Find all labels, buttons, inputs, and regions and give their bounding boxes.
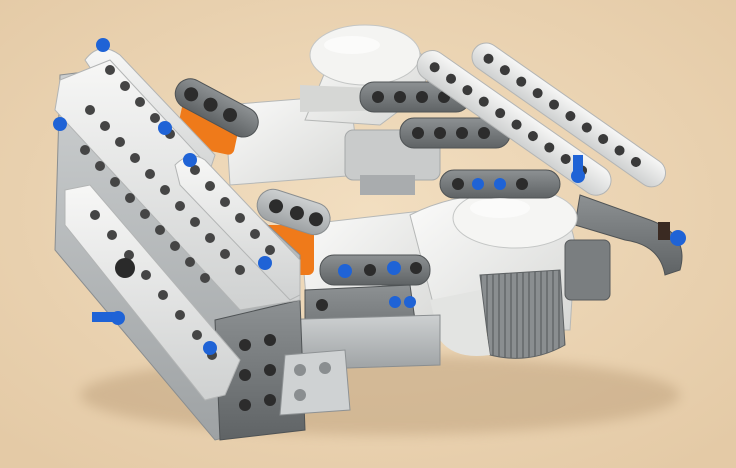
- blue-pin-right: [670, 230, 686, 246]
- dark-beam-front-row: [319, 169, 561, 286]
- blue-pin-center: [571, 169, 585, 183]
- motor-ribbed-sleeve: [479, 269, 566, 359]
- blue-pins-left: [53, 38, 416, 355]
- light-l-connector: [279, 349, 351, 416]
- motor-hub-cap: [309, 24, 421, 86]
- white-beam-top-right-2: [471, 42, 666, 188]
- light-beam-front-middle: [256, 188, 331, 236]
- white-beam-holes: [80, 65, 275, 283]
- motor-highlight: [470, 198, 530, 218]
- dark-beam-rear-right: [359, 81, 511, 149]
- black-gear-hub: [115, 258, 135, 278]
- motor-highlight: [324, 36, 380, 54]
- axle-end-right: [658, 222, 670, 240]
- blue-axle-pin-center: [573, 155, 583, 179]
- white-beam-top-right-1: [416, 50, 612, 196]
- dark-beam-rear-left: [174, 78, 259, 138]
